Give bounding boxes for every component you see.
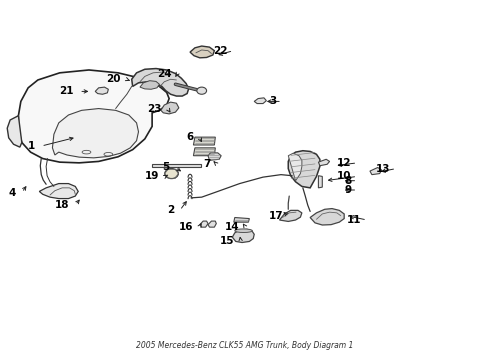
Polygon shape	[193, 137, 215, 145]
Polygon shape	[140, 81, 159, 89]
Text: 21: 21	[59, 86, 73, 96]
Text: 9: 9	[344, 185, 351, 195]
Text: 23: 23	[147, 104, 162, 113]
Polygon shape	[279, 210, 301, 221]
Polygon shape	[7, 116, 22, 147]
Text: 24: 24	[157, 68, 171, 78]
Text: 20: 20	[106, 74, 120, 84]
Text: 13: 13	[375, 163, 389, 174]
Polygon shape	[152, 163, 201, 167]
Text: 16: 16	[179, 222, 193, 232]
Polygon shape	[318, 176, 322, 188]
Polygon shape	[200, 221, 207, 227]
Polygon shape	[207, 221, 216, 227]
Text: 11: 11	[346, 215, 361, 225]
Text: 14: 14	[224, 222, 239, 232]
Ellipse shape	[234, 229, 252, 233]
Circle shape	[197, 87, 206, 94]
Polygon shape	[52, 109, 138, 158]
Polygon shape	[287, 153, 301, 181]
Text: 4: 4	[9, 188, 16, 198]
Text: 1: 1	[28, 141, 35, 151]
Text: 10: 10	[336, 171, 351, 181]
Text: 2: 2	[166, 205, 174, 215]
Polygon shape	[207, 153, 221, 160]
Text: 8: 8	[344, 176, 351, 186]
Polygon shape	[369, 167, 381, 175]
Polygon shape	[95, 87, 108, 94]
Polygon shape	[161, 102, 179, 114]
Polygon shape	[131, 68, 188, 96]
Polygon shape	[287, 151, 319, 188]
Polygon shape	[190, 46, 214, 58]
Text: 3: 3	[268, 96, 276, 107]
Text: 15: 15	[220, 236, 234, 246]
Polygon shape	[193, 148, 215, 156]
Polygon shape	[318, 159, 329, 166]
Text: 6: 6	[186, 132, 193, 142]
Text: 18: 18	[55, 200, 69, 210]
Text: 17: 17	[268, 211, 283, 221]
Polygon shape	[232, 229, 254, 243]
Polygon shape	[233, 217, 249, 222]
Text: 5: 5	[162, 162, 169, 172]
Text: 22: 22	[213, 46, 227, 56]
Polygon shape	[19, 70, 169, 163]
Text: 2005 Mercedes-Benz CLK55 AMG Trunk, Body Diagram 1: 2005 Mercedes-Benz CLK55 AMG Trunk, Body…	[136, 341, 352, 350]
Text: 7: 7	[203, 159, 210, 169]
Text: 12: 12	[336, 158, 351, 168]
Polygon shape	[254, 98, 266, 104]
Circle shape	[164, 168, 178, 179]
Text: 19: 19	[145, 171, 159, 181]
Polygon shape	[309, 208, 344, 225]
Polygon shape	[39, 184, 78, 199]
